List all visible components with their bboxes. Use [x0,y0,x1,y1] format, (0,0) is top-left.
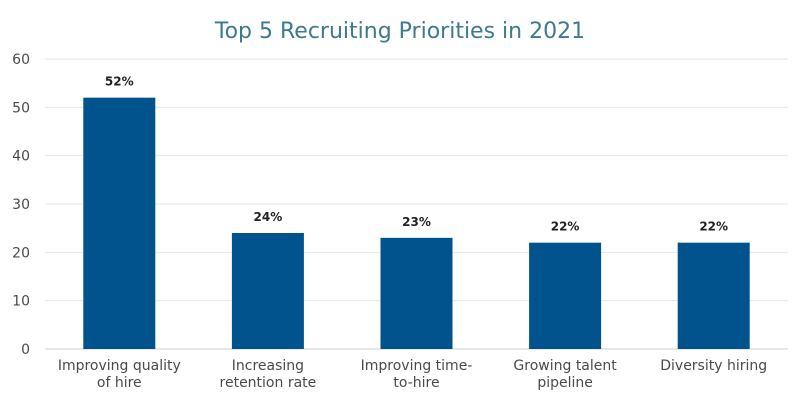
x-tick-label-line: Diversity hiring [660,358,767,374]
x-tick-label: Increasing retention rate [220,358,317,391]
y-axis-ticks: 0 10 20 30 40 50 60 [12,52,30,358]
bar [83,97,156,350]
x-tick-label-line: Increasing [232,358,304,374]
bars [83,97,750,350]
data-labels: 52% 24% 23% 22% 22% [105,75,728,234]
data-label: 52% [105,75,134,89]
data-label: 24% [254,210,283,224]
y-tick-label: 0 [21,342,30,358]
x-tick-label: Improving quality of hire [58,358,181,391]
y-tick-label: 10 [12,294,30,310]
data-label: 23% [402,215,431,229]
x-tick-label: Improving time-to-hire [361,358,473,391]
x-tick-label-line: Improving time- [361,358,473,374]
x-tick-label: Diversity hiring [660,358,767,374]
data-label: 22% [699,220,728,234]
y-tick-label: 50 [12,100,30,116]
x-tick-label-line: of hire [97,375,142,391]
data-label: 22% [551,220,580,234]
chart-title: Top 5 Recruiting Priorities in 2021 [214,19,585,44]
x-tick-label-line: Improving quality [58,358,181,374]
x-tick-label-line: Growing talent [513,358,617,374]
y-tick-label: 30 [12,197,30,213]
bar [380,237,453,349]
x-axis-ticks: Improving quality of hire Increasing retent… [58,358,767,391]
x-tick-label-line: pipeline [537,375,593,391]
y-tick-label: 40 [12,149,30,165]
x-tick-label-line: to-hire [393,375,439,391]
bar [231,233,304,349]
y-tick-label: 20 [12,245,30,261]
x-tick-label: Growing talent pipeline [513,358,617,391]
bar [677,242,750,349]
x-tick-label-line: retention rate [220,375,317,391]
bar [529,242,602,349]
y-tick-label: 60 [12,52,30,68]
